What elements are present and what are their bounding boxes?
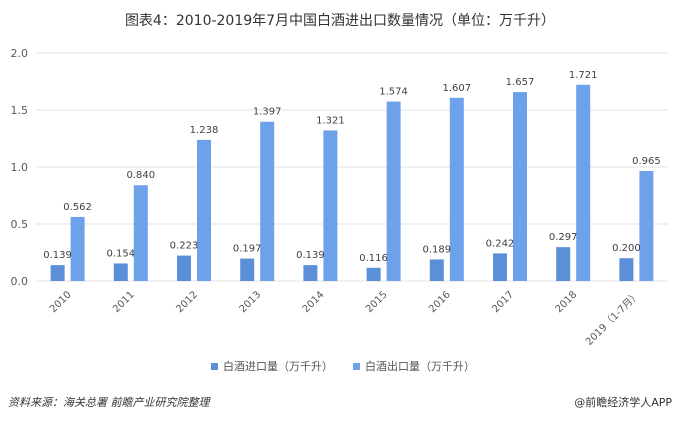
legend-label-import: 白酒进口量（万千升） xyxy=(223,360,333,373)
bar-export xyxy=(386,101,401,282)
bar-export xyxy=(449,97,464,281)
bar-export xyxy=(513,92,527,282)
data-label-import: 0.139 xyxy=(43,250,72,261)
data-label-import: 0.116 xyxy=(359,253,388,264)
y-tick-label: 2.0 xyxy=(11,47,29,60)
legend-swatch-export xyxy=(353,362,360,370)
x-tick-label: 2013 xyxy=(238,289,264,315)
bar-export xyxy=(133,185,148,281)
data-label-import: 0.139 xyxy=(296,250,325,261)
bar-import xyxy=(366,267,381,281)
bar-export xyxy=(323,130,338,281)
data-label-export: 0.965 xyxy=(632,156,661,167)
x-tick-label: 2011 xyxy=(111,289,137,315)
y-tick-label: 0.0 xyxy=(11,275,29,288)
bar-export xyxy=(576,84,591,281)
bar-import xyxy=(177,255,191,281)
data-label-export: 1.721 xyxy=(569,70,598,81)
data-labels: 0.139 0.562 0.154 0.840 0.223 1.238 0.197 1.397… xyxy=(43,70,660,264)
bar-import xyxy=(429,259,444,281)
x-tick-label: 2018 xyxy=(554,289,580,315)
data-label-import: 0.297 xyxy=(549,232,578,243)
legend-swatch-import xyxy=(211,362,218,370)
bar-import xyxy=(619,258,634,281)
data-label-export: 0.840 xyxy=(126,170,155,181)
x-tick-label: 2010 xyxy=(48,289,74,315)
brand-credit: @前瞻经济学人APP xyxy=(574,396,672,409)
x-tick-label: 2012 xyxy=(174,289,200,315)
bar-import xyxy=(240,258,255,281)
bar-import xyxy=(556,247,571,281)
legend-item-import: 白酒进口量（万千升） xyxy=(211,358,333,374)
y-tick-label: 0.5 xyxy=(11,218,29,231)
bar-import xyxy=(303,265,318,281)
bar-import xyxy=(493,253,507,281)
bar-export xyxy=(197,139,211,281)
data-label-export: 1.607 xyxy=(442,83,471,94)
y-tick-label: 1.5 xyxy=(11,104,29,117)
bar-export xyxy=(639,170,654,281)
x-tick-label: 2015 xyxy=(364,289,390,315)
bar-export xyxy=(70,216,85,281)
data-label-import: 0.242 xyxy=(486,238,515,249)
data-label-import: 0.154 xyxy=(106,248,135,259)
bars xyxy=(50,84,654,282)
x-tick-label: 2016 xyxy=(427,289,453,315)
legend-label-export: 白酒出口量（万千升） xyxy=(365,360,475,373)
legend-item-export: 白酒出口量（万千升） xyxy=(353,358,475,374)
data-label-import: 0.189 xyxy=(422,244,451,255)
y-tick-label: 1.0 xyxy=(11,161,29,174)
bar-import xyxy=(50,265,65,281)
data-label-import: 0.223 xyxy=(170,241,199,252)
data-label-export: 1.657 xyxy=(506,77,535,88)
data-label-export: 1.574 xyxy=(379,87,408,98)
data-label-export: 1.397 xyxy=(253,107,282,118)
source-note: 资料来源：海关总署 前瞻产业研究院整理 xyxy=(8,396,210,409)
grid-lines xyxy=(36,52,668,282)
x-tick-label: 2017 xyxy=(490,289,516,315)
bar-export xyxy=(260,121,275,281)
x-tick-label: 2019（1-7月） xyxy=(583,289,642,348)
data-label-import: 0.200 xyxy=(612,243,641,254)
data-label-export: 1.321 xyxy=(316,115,345,126)
bar-import xyxy=(113,263,128,281)
data-label-export: 1.238 xyxy=(190,125,219,136)
data-label-export: 0.562 xyxy=(63,202,92,213)
x-axis-ticks: 2010 2011 2012 2013 2014 2015 2016 2017 2018 2019… xyxy=(48,289,643,348)
y-axis-ticks: 0.0 0.5 1.0 1.5 2.0 xyxy=(11,47,29,288)
chart-title: 图表4：2010-2019年7月中国白酒进出口数量情况（单位：万千升） xyxy=(124,13,556,29)
data-label-import: 0.197 xyxy=(233,244,262,255)
x-tick-label: 2014 xyxy=(301,289,327,315)
